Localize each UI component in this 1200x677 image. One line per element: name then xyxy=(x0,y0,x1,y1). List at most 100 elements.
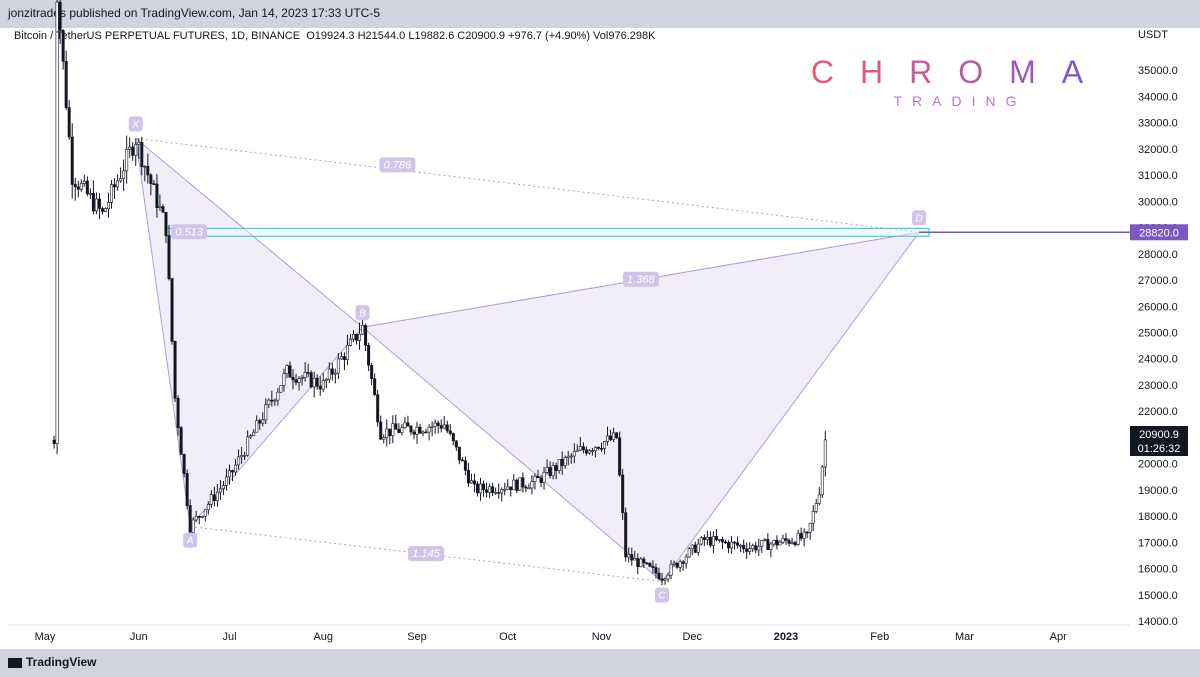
candle-body xyxy=(590,450,594,452)
candle-body xyxy=(255,420,259,433)
y-tick-label: 19000.0 xyxy=(1138,485,1178,497)
candle-body xyxy=(711,536,715,546)
candle-body xyxy=(663,578,667,581)
candle-body xyxy=(730,541,734,549)
candle-body xyxy=(364,325,368,346)
candle-body xyxy=(182,454,186,474)
candle-body xyxy=(460,459,464,462)
candle-body xyxy=(509,486,513,491)
candle-body xyxy=(633,558,637,561)
candle-body xyxy=(373,378,377,396)
target-price-tag[interactable] xyxy=(1130,224,1188,241)
candle-body xyxy=(76,186,80,190)
tradingview-logo[interactable]: TradingView xyxy=(8,655,96,669)
candle-body xyxy=(612,432,616,440)
candle-body xyxy=(466,469,470,484)
candle-body xyxy=(769,543,773,550)
candle-body xyxy=(119,178,123,182)
candle-body xyxy=(699,537,703,545)
candle-body xyxy=(445,424,449,432)
candle-body xyxy=(82,180,86,184)
candle-body xyxy=(100,208,104,212)
candle-body xyxy=(675,562,679,568)
candle-body xyxy=(578,446,582,451)
candle-body xyxy=(551,465,555,477)
candle-body xyxy=(131,146,135,156)
candle-body xyxy=(355,333,359,341)
candle-body xyxy=(724,541,728,544)
candle-body xyxy=(717,539,721,541)
candle-body xyxy=(539,477,543,483)
x-tick-label: Sep xyxy=(407,631,427,643)
candle-body xyxy=(212,494,216,501)
candle-body xyxy=(584,449,588,454)
candle-body xyxy=(606,435,610,442)
ratio-label: 1.145 xyxy=(412,548,440,560)
candle-body xyxy=(403,422,407,429)
pattern-point-label-bg xyxy=(183,532,198,548)
candle-body xyxy=(672,562,676,565)
candle-body xyxy=(648,562,652,567)
candle-body xyxy=(727,542,731,549)
pattern-point-label: C xyxy=(658,591,666,602)
candle-body xyxy=(143,166,147,168)
candle-body xyxy=(793,542,797,545)
y-tick-label: 27000.0 xyxy=(1138,275,1178,287)
candle-body xyxy=(88,193,92,195)
candle-body xyxy=(642,558,646,564)
candle-body xyxy=(185,473,189,506)
candle-body xyxy=(666,574,670,580)
candle-body xyxy=(188,505,192,533)
candle-body xyxy=(624,512,628,558)
candle-body xyxy=(427,427,431,433)
candle-body xyxy=(430,426,434,428)
candle-body xyxy=(772,539,776,545)
candle-body xyxy=(678,561,682,568)
candle-body xyxy=(485,489,489,493)
candle-body xyxy=(370,364,374,379)
candle-body xyxy=(258,420,262,424)
candle-body xyxy=(103,208,107,212)
candle-body xyxy=(609,435,613,440)
ratio-line-ac xyxy=(190,526,663,583)
candle-body xyxy=(155,183,159,208)
candle-body xyxy=(85,180,89,195)
candle-body xyxy=(270,399,274,402)
candle-body xyxy=(197,516,201,518)
price-axis[interactable] xyxy=(1130,28,1200,649)
symbol-description: Bitcoin / TetherUS PERPETUAL FUTURES, 1D… xyxy=(14,30,301,42)
candle-body xyxy=(581,446,585,451)
published-info: jonzitrades published on TradingView.com… xyxy=(8,6,381,20)
candle-body xyxy=(545,467,549,473)
candle-body xyxy=(206,504,210,511)
pattern-triangle-xab xyxy=(135,137,364,528)
last-price-tag[interactable] xyxy=(1130,426,1188,457)
candle-body xyxy=(572,451,576,457)
candle-body xyxy=(246,436,250,456)
candle-body xyxy=(97,198,101,209)
candle-body xyxy=(215,491,219,501)
candle-body xyxy=(140,142,144,167)
candle-body xyxy=(781,538,785,543)
candle-body xyxy=(645,562,649,565)
candle-body xyxy=(603,441,607,449)
candle-body xyxy=(273,399,277,402)
ratio-label-bg xyxy=(171,224,208,240)
candle-body xyxy=(412,431,416,435)
x-tick-label: Aug xyxy=(313,631,333,643)
candle-body xyxy=(811,511,815,524)
candle-body xyxy=(137,142,141,145)
y-tick-label: 35000.0 xyxy=(1138,65,1178,77)
candle-body xyxy=(382,437,386,440)
candle-body xyxy=(367,345,371,366)
candle-body xyxy=(500,489,504,494)
candle-body xyxy=(200,515,204,518)
candle-body xyxy=(451,433,455,442)
candle-body xyxy=(227,470,231,478)
candle-body xyxy=(152,183,156,185)
candle-body xyxy=(702,537,706,540)
candle-body xyxy=(146,166,150,176)
candle-body xyxy=(436,422,440,426)
candle-body xyxy=(339,356,343,360)
